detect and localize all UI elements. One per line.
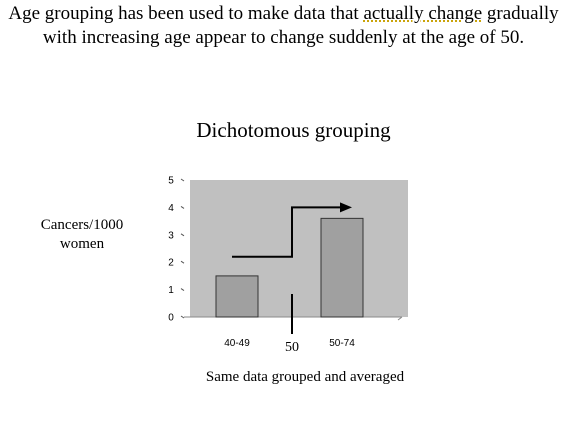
x-tick-label-40-49: 40-49 [224, 338, 250, 349]
y-tick-label-5: 5 [168, 176, 174, 187]
bar-50-74 [320, 217, 364, 318]
y-tick-label-4: 4 [168, 203, 174, 214]
y-tick-mark-2 [180, 260, 185, 264]
y-tick-mark-4 [180, 205, 185, 209]
caption-part-1: Age grouping has been used to make data … [8, 3, 364, 24]
y-tick-mark-3 [180, 233, 185, 237]
y-tick-mark-0 [180, 315, 185, 319]
caption-part-2: actually change [363, 3, 483, 24]
y-tick-mark-1 [180, 288, 185, 292]
bar-40-49 [215, 275, 259, 318]
x-axis-end-tick [397, 316, 403, 321]
caption-part-3: gradually with increasing age appear to … [42, 3, 559, 48]
y-tick-label-2: 2 [168, 258, 174, 269]
y-tick-label-3: 3 [168, 230, 174, 241]
y-tick-mark-5 [180, 178, 185, 182]
step-arrow-head [340, 202, 352, 213]
y-tick-label-0: 0 [168, 313, 174, 324]
slide-caption: Age grouping has been used to make data … [0, 2, 567, 50]
x-axis-caption: Same data grouped and averaged [205, 369, 405, 385]
y-axis-label: Cancers/1000 women [40, 217, 124, 252]
x-tick-label-50-74: 50-74 [329, 338, 355, 349]
chart-title: Dichotomous grouping [196, 118, 391, 142]
y-tick-label-1: 1 [168, 285, 174, 296]
step-arrow-line [232, 206, 343, 258]
cutoff-label: 50 [285, 340, 299, 355]
